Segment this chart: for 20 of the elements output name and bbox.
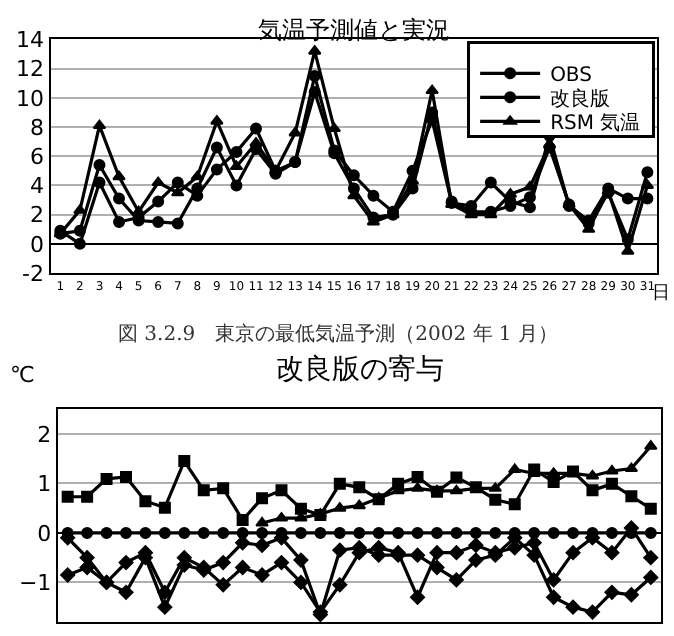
y-tick-label: 0 (37, 520, 52, 547)
y-tick-label: 10 (15, 85, 44, 112)
y-tick-label: 14 (15, 27, 44, 54)
legend-label: RSM 気温 (550, 111, 641, 136)
y-tick-label: 2 (37, 421, 52, 448)
caption: 図 3.2.9 東京の最低気温予測（2002 年 1 月） (118, 322, 558, 346)
y-tick-label: 4 (29, 173, 44, 200)
y-tick-label: -2 (22, 260, 44, 287)
chart-title: 改良版の寄与 (276, 354, 444, 386)
y-tick-label: 1 (37, 471, 52, 498)
y-axis-title: ℃ (10, 362, 35, 388)
y-tick-label: −1 (18, 570, 52, 597)
legend-label: 改良版 (550, 87, 611, 112)
y-tick-label: 6 (29, 143, 44, 170)
y-tick-label: 12 (15, 56, 44, 83)
y-tick-label: 0 (29, 231, 44, 258)
legend-label: OBS (550, 65, 592, 88)
y-tick-label: 8 (29, 114, 44, 141)
x-axis-title: 日 (652, 284, 670, 304)
y-tick-label: 2 (29, 202, 44, 229)
